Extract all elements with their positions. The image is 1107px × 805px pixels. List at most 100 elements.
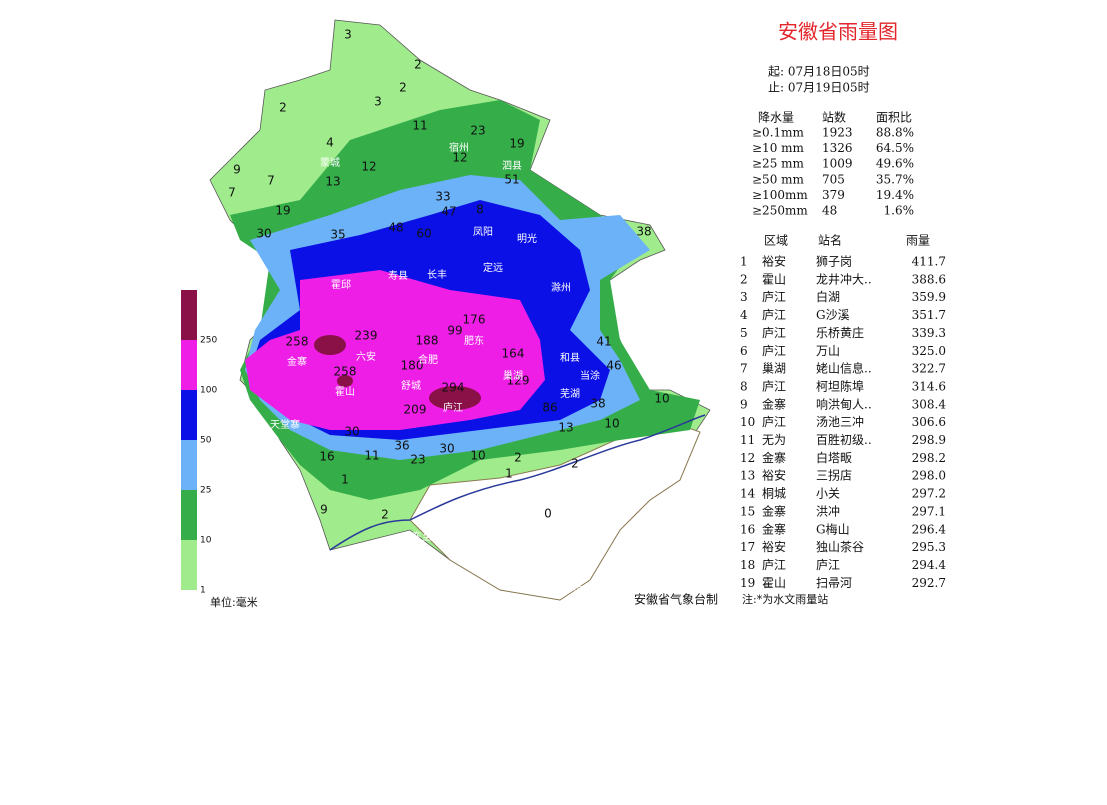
summary-cell: 1923 [822,126,853,140]
ranking-cell: 294.4 [912,558,947,572]
ranking-cell: 388.6 [912,272,946,286]
map-value-label: 7 [267,174,275,188]
ranking-cell: 339.3 [912,326,946,340]
map-value-label: 86 [542,401,557,415]
ranking-cell: 351.7 [912,308,946,322]
ranking-cell: 359.9 [912,290,946,304]
summary-cell: 1326 [822,141,853,155]
map-place-label: 和县 [560,352,580,364]
end-time: 止: 07月19日05时 [768,81,870,95]
summary-cell: 88.8% [876,126,914,140]
ranking-cell: 庐江 [816,557,840,572]
map-value-label: 180 [401,359,424,373]
map-place-label: 天堂寨 [270,418,300,431]
summary-cell: 48 [822,204,837,218]
ranking-cell: 297.2 [912,487,946,501]
map-value-label: 47 [441,205,456,219]
summary-cell: 1009 [822,157,853,171]
map-place-label: 黄山市 [553,581,583,594]
ranking-cell: 洪冲 [816,503,840,518]
ranking-cell: 庐江 [762,414,786,429]
ranking-cell: 庐江 [762,343,786,358]
map-place-label: 九华山 [492,488,522,501]
ranking-cell: 金寨 [762,503,786,518]
ranking-cell: 金寨 [762,450,786,465]
summary-cell: ≥0.1mm [752,126,805,140]
ranking-cell: 狮子岗 [816,255,852,269]
ranking-cell: 295.3 [912,540,946,554]
map-value-label: 13 [558,421,573,435]
map-value-label: 176 [463,313,486,327]
ranking-cell: 325.0 [912,344,946,358]
ranking-cell: 6 [740,344,748,358]
map-value-label: 294 [442,381,465,395]
ranking-cell: 裕安 [762,539,786,554]
map-value-label: 30 [256,227,271,241]
map-place-label: 东至 [412,530,432,543]
map-value-label: 209 [404,403,427,417]
map-value-label: 19 [509,137,524,151]
summary-cell: ≥50 mm [752,172,805,186]
ranking-header: 站名 [818,233,842,248]
summary-header: 站数 [822,110,846,125]
map-value-label: 11 [364,449,379,463]
map-value-label: 10 [654,392,669,406]
ranking-cell: 金寨 [762,521,786,536]
map-place-label: 长丰 [427,268,447,281]
ranking-cell: 小关 [816,487,840,501]
summary-header: 降水量 [758,111,794,125]
ranking-cell: 桐城 [762,487,786,501]
summary-header: 面积比 [876,111,912,125]
ranking-cell: 12 [740,451,755,465]
map-place-label: 合肥 [418,353,438,366]
ranking-cell: 9 [740,397,748,411]
summary-cell: 1.6% [884,204,915,218]
ranking-cell: 7 [740,362,748,376]
ranking-cell: 无为 [762,433,786,447]
summary-cell: 379 [822,188,845,202]
ranking-cell: 322.7 [912,362,946,376]
ranking-cell: 金寨 [762,396,786,411]
summary-cell: ≥25 mm [752,157,805,171]
credit: 安徽省气象台制 [634,592,718,607]
map-place-label: 泗县 [502,160,522,172]
map-value-label: 38 [636,225,651,239]
map-value-label: 23 [470,124,485,138]
map-value-label: 30 [344,425,359,439]
region-below-1 [409,424,701,601]
ranking-cell: 292.7 [912,576,946,590]
map-value-label: 258 [286,335,309,349]
legend-tick-label: 1 [200,586,206,596]
map-value-label: 239 [355,329,378,343]
ranking-cell: 庐江 [762,307,786,322]
ranking-cell: 8 [740,379,748,393]
map-place-label: 宿州 [449,141,469,154]
map-value-label: 19 [275,204,290,218]
ranking-cell: 297.1 [912,504,946,518]
map-value-label: 4 [326,136,334,150]
ranking-cell: 298.9 [912,433,946,447]
map-value-label: 16 [319,450,334,464]
map-value-label: 129 [507,374,530,388]
map-place-label: 六安 [356,350,376,363]
map-value-label: 33 [435,190,450,204]
legend-swatch [181,340,197,390]
map-value-label: 9 [320,503,328,517]
map-value-label: 1 [505,467,513,481]
map-value-label: 10 [604,417,619,431]
ranking-cell: 百胜初级.. [816,432,872,447]
ranking-cell: 5 [740,326,748,340]
ranking-cell: 庐江 [762,289,786,304]
ranking-cell: 柯坦陈埠 [816,378,864,393]
legend-swatch [181,290,197,340]
map-place-label: 绩溪 [586,532,606,545]
ranking-header: 区域 [764,234,788,248]
legend-swatch [181,440,197,490]
ranking-cell: G沙溪 [816,308,850,322]
summary-cell: 705 [822,172,845,186]
map-place-label: 祁门 [489,558,509,571]
ranking-cell: 白塔畈 [816,450,852,465]
map-value-label: 60 [416,227,431,241]
ranking-cell: 16 [740,522,755,536]
